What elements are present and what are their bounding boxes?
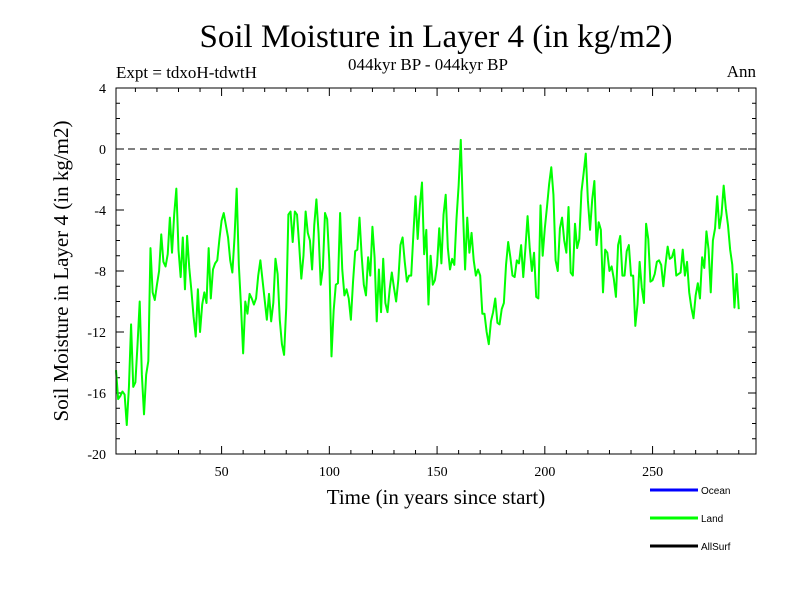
y-tick-label: -20	[87, 448, 106, 463]
y-tick-label: -4	[94, 204, 106, 219]
y-axis-label: Soil Moisture in Layer 4 (in kg/m2)	[49, 121, 73, 422]
x-axis-label: Time (in years since start)	[327, 485, 546, 509]
y-tick-label: 4	[99, 82, 106, 97]
x-tick-label: 150	[427, 465, 448, 480]
plot-frame	[115, 87, 757, 455]
x-tick-label: 200	[534, 465, 555, 480]
y-tick-label: -12	[87, 326, 106, 341]
y-tick-label: -8	[94, 265, 106, 280]
y-tick-label: 0	[99, 143, 106, 158]
legend: Ocean Land AllSurf	[650, 486, 731, 553]
series-line-land	[115, 138, 740, 427]
legend-label-land: Land	[701, 514, 723, 525]
legend-label-allsurf: AllSurf	[701, 542, 731, 553]
chart-subtitle: 044kyr BP - 044kyr BP	[348, 55, 508, 74]
experiment-label: Expt = tdxoH-tdwtH	[116, 63, 257, 82]
x-tick-label: 250	[642, 465, 663, 480]
y-tick-label: -16	[87, 387, 106, 402]
axis-ticks	[116, 87, 756, 455]
period-label: Ann	[727, 62, 757, 81]
x-tick-label: 50	[215, 465, 229, 480]
x-tick-label: 100	[319, 465, 340, 480]
chart-title: Soil Moisture in Layer 4 (in kg/m2)	[200, 19, 673, 55]
series-group	[115, 138, 740, 427]
axis-tick-labels: 4 0 -4 -8 -12 -16 -20 50 100 150 200 250	[87, 82, 663, 480]
legend-label-ocean: Ocean	[701, 486, 730, 497]
